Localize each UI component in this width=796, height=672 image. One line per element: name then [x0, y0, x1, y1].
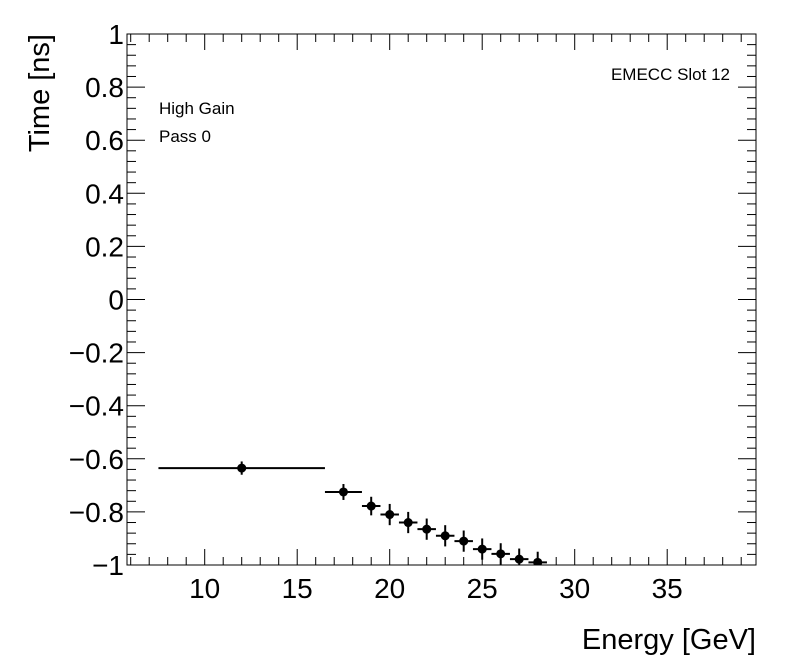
x-tick-label: 30: [559, 573, 590, 604]
data-point: [380, 503, 399, 526]
y-tick-label: 0: [108, 285, 124, 316]
marker: [533, 557, 543, 565]
y-axis-label: Time [ns]: [24, 34, 56, 152]
data-point: [435, 525, 455, 547]
marker: [385, 510, 395, 520]
data-point: [361, 496, 381, 516]
data-point: [454, 530, 473, 552]
data-point: [324, 484, 362, 500]
y-tick-label: 0.4: [85, 178, 124, 209]
slot-annotation: EMECC Slot 12: [611, 65, 730, 84]
x-tick-label: 25: [467, 573, 498, 604]
y-tick-label: −0.2: [69, 338, 124, 369]
marker: [459, 536, 469, 546]
marker: [477, 544, 487, 554]
data-point: [528, 551, 547, 565]
data-point: [417, 518, 436, 540]
marker: [496, 549, 506, 559]
y-tick-label: 0.8: [85, 72, 124, 103]
y-tick-label: 0.6: [85, 125, 124, 156]
data-point: [491, 543, 510, 565]
y-tick-label: −0.6: [69, 444, 124, 475]
y-tick-label: 1: [108, 19, 124, 50]
data-points: [158, 461, 547, 565]
data-point: [158, 461, 325, 475]
x-axis-label: Energy [GeV]: [582, 624, 756, 656]
y-tick-labels: 1 0.8 0.6 0.4 0.2 0 −0.2 −0.4 −0.6 −0.8 −1: [69, 19, 124, 581]
y-tick-label: 0.2: [85, 231, 124, 262]
marker: [440, 531, 450, 541]
pass-annotation: Pass 0: [159, 127, 211, 146]
data-point: [472, 538, 492, 560]
y-tick-label: −1: [92, 550, 124, 581]
marker: [403, 518, 413, 528]
marker: [422, 524, 432, 534]
x-tick-label: 10: [189, 573, 220, 604]
x-tick-labels: 10 15 20 25 30 35: [189, 573, 683, 604]
x-tick-label: 35: [652, 573, 683, 604]
y-tick-label: −0.4: [69, 391, 124, 422]
data-point: [509, 548, 529, 565]
y-tick-label: −0.8: [69, 497, 124, 528]
data-point: [398, 511, 418, 534]
x-tick-label: 20: [374, 573, 405, 604]
axis-ticks: [127, 33, 756, 566]
x-tick-label: 15: [282, 573, 313, 604]
marker: [366, 501, 376, 511]
marker: [338, 487, 348, 497]
marker: [514, 554, 524, 564]
gain-annotation: High Gain: [159, 99, 235, 118]
marker: [237, 463, 247, 473]
